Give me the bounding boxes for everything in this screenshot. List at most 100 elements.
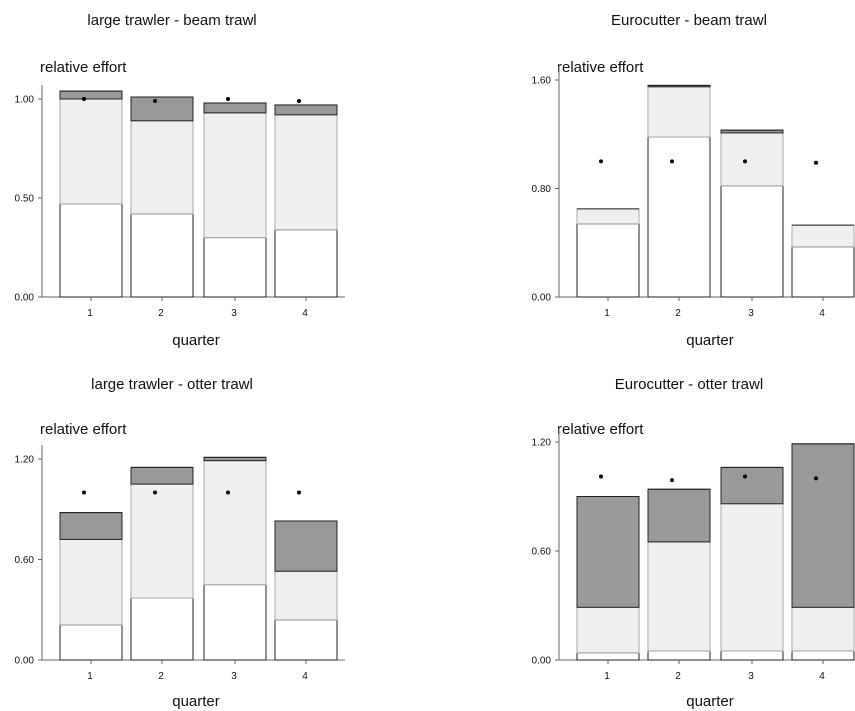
point-marker-q3 [743,474,747,479]
y-tick-label: 0.80 [532,184,552,195]
x-tick-label: 4 [819,308,825,319]
bar-segment-q2-s1 [130,213,194,298]
x-tick-label: 4 [302,308,308,319]
bar-segment-q1-s3 [59,512,123,540]
bar-segment-q4-s3 [274,104,338,116]
y-tick-label: 0.60 [532,547,552,558]
y-tick-label: 1.60 [532,76,552,87]
bar-segment-q3-s1 [203,237,267,298]
bar-segment-q1-s1 [576,223,640,298]
x-tick-label: 2 [158,671,164,682]
bar-segment-q2-s3 [647,488,711,543]
bar-segment-q3-s3 [720,466,784,505]
bar-segment-q4-s3 [274,520,338,572]
bar-segment-q2-s1 [647,136,711,298]
x-tick-label: 1 [87,671,93,682]
y-tick-label: 0.50 [15,194,35,205]
chart-title: Eurocutter - otter trawl [615,376,763,393]
bar-segment-q1-s2 [576,208,640,225]
x-tick-label: 2 [158,308,164,319]
y-tick-label: 0.00 [15,656,35,667]
bar-segment-q1-s2 [576,606,640,654]
bar-segment-q1-s2 [59,538,123,626]
bar-segment-q4-s2 [791,606,855,652]
bar-segment-q3-s2 [203,460,267,586]
bar-segment-q2-s2 [130,120,194,215]
bar-segment-q2-s1 [130,597,194,661]
bar-segment-q1-s3 [576,496,640,608]
y-axis-label: relative effort [557,59,644,76]
y-tick-label: 1.20 [532,438,552,449]
y-tick-label: 1.00 [15,95,35,106]
point-marker-q1 [599,159,603,164]
chart-title: large trawler - beam trawl [87,12,256,29]
bar-segment-q1-s1 [59,203,123,298]
point-marker-q1 [82,490,86,495]
point-marker-q2 [153,490,157,495]
bar-segment-q2-s2 [130,483,194,599]
chart-title: large trawler - otter trawl [91,376,253,393]
x-tick-label: 2 [675,671,681,682]
x-tick-label: 3 [748,671,754,682]
bar-segment-q4-s3 [791,443,855,608]
point-marker-q4 [297,490,301,495]
x-axis-label: quarter [686,693,734,710]
x-tick-label: 4 [819,671,825,682]
x-axis-label: quarter [686,332,734,349]
x-tick-label: 1 [604,671,610,682]
y-tick-label: 0.00 [15,293,35,304]
point-marker-q4 [814,476,818,481]
x-tick-label: 3 [231,671,237,682]
bar-segment-q2-s2 [647,541,711,652]
bar-segment-q3-s1 [203,584,267,661]
chart-panel-1: large trawler - beam trawl relative effor… [15,12,345,349]
bar-segment-q3-s3 [203,456,267,462]
bar-segment-q2-s2 [647,86,711,138]
bar-segment-q4-s1 [791,246,855,298]
bar-segment-q1-s3 [59,90,123,100]
bar-segment-q4-s1 [274,229,338,298]
x-tick-label: 3 [231,308,237,319]
bar-segment-q2-s3 [130,96,194,122]
bar-segment-q3-s3 [203,102,267,114]
bar-segment-q3-s2 [720,503,784,652]
bar-segment-q3-s1 [720,185,784,298]
x-tick-label: 2 [675,308,681,319]
point-marker-q4 [297,98,301,103]
point-marker-q2 [670,478,674,483]
bar-segment-q3-s2 [203,112,267,239]
y-tick-label: 0.60 [15,555,35,566]
y-axis-label: relative effort [40,421,127,438]
chart-panel-4: Eurocutter - otter trawl relative effort 0… [532,376,855,710]
x-tick-label: 3 [748,308,754,319]
y-tick-label: 0.00 [532,293,552,304]
point-marker-q1 [82,97,86,101]
bar-segment-q3-s1 [720,650,784,661]
x-tick-label: 4 [302,671,308,682]
bar-segment-q4-s1 [274,619,338,661]
point-marker-q4 [814,160,818,165]
point-marker-q1 [599,474,603,479]
point-marker-q3 [226,97,230,101]
y-axis-label: relative effort [40,59,127,76]
bar-segment-q1-s1 [576,652,640,661]
point-marker-q2 [153,98,157,103]
chart-panel-3: large trawler - otter trawl relative effo… [15,376,345,710]
bar-segment-q3-s2 [720,132,784,187]
bar-segment-q4-s2 [274,114,338,231]
point-marker-q3 [743,159,747,164]
y-tick-label: 1.20 [15,455,35,466]
chart-panel-2: Eurocutter - beam trawl relative effort 0.… [532,12,855,349]
chart-title: Eurocutter - beam trawl [611,12,767,29]
x-tick-label: 1 [87,308,93,319]
bar-segment-q4-s2 [791,224,855,248]
bar-segment-q1-s2 [59,98,123,205]
x-tick-label: 1 [604,308,610,319]
point-marker-q3 [226,490,230,495]
y-tick-label: 0.00 [532,656,552,667]
bar-segment-q2-s1 [647,650,711,661]
x-axis-label: quarter [172,332,220,349]
bar-segment-q4-s2 [274,570,338,621]
bar-segment-q4-s1 [791,650,855,661]
